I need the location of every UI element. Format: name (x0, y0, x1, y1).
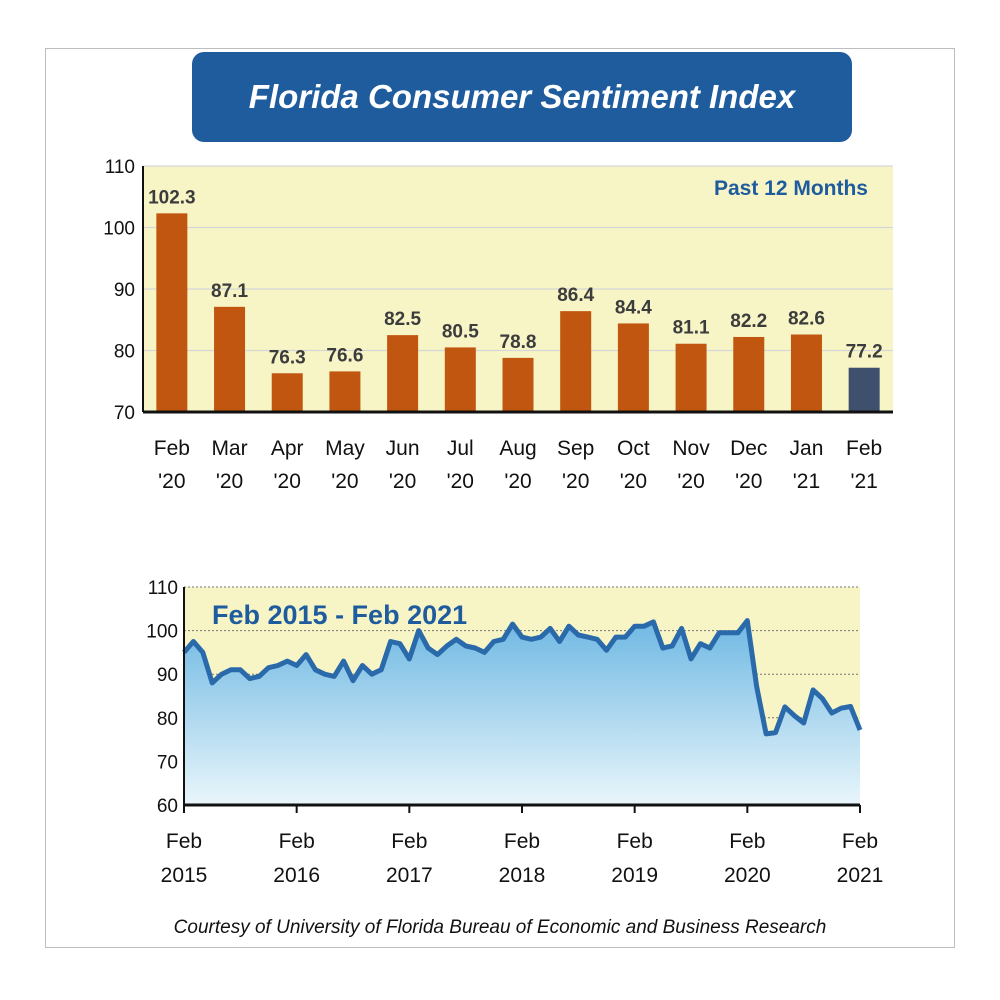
x-tick-label: '20 (735, 470, 762, 493)
x-tick-label: 2018 (499, 864, 546, 887)
bar (444, 347, 476, 412)
bar (387, 335, 419, 412)
data-label: 82.2 (730, 311, 767, 332)
data-label: 82.6 (788, 309, 825, 330)
x-tick-label: '20 (504, 470, 531, 493)
bar (502, 357, 534, 412)
y-tick-label: 60 (157, 796, 178, 817)
bar-chart: 70 80 90 100 110 Past 12 Months 102.3 Feb '20 87.… (103, 157, 893, 493)
x-tick-label: Feb (391, 830, 427, 853)
area-chart-subtitle: Feb 2015 - Feb 2021 (212, 600, 467, 630)
bar (214, 306, 246, 412)
x-tick-label: Aug (499, 437, 536, 460)
bar (329, 371, 361, 412)
series-line (182, 618, 863, 737)
x-tick-label: Jun (386, 437, 420, 460)
x-tick-label: 2017 (386, 864, 433, 887)
x-tick-label: Jul (447, 437, 474, 460)
x-tick-label: Feb (617, 830, 653, 853)
x-tick-label: Sep (557, 437, 594, 460)
y-tick-label: 70 (114, 403, 135, 424)
data-label: 76.6 (326, 345, 363, 366)
y-tick-label: 70 (157, 752, 178, 773)
bar (156, 213, 188, 412)
bar (560, 311, 592, 412)
y-tick-label: 80 (114, 342, 135, 363)
y-tick-label: 100 (146, 622, 178, 643)
bar (848, 367, 880, 412)
x-tick-label: Feb (729, 830, 765, 853)
x-tick-label: Dec (730, 437, 767, 460)
data-label: 80.5 (442, 321, 479, 342)
bar (617, 323, 649, 412)
y-tick-label: 80 (157, 709, 178, 730)
x-tick-label: May (325, 437, 365, 460)
x-tick-label: Apr (271, 437, 304, 460)
data-label: 82.5 (384, 309, 421, 330)
x-tick-label: '20 (620, 470, 647, 493)
x-tick-label: Feb (504, 830, 540, 853)
area-fill (184, 620, 860, 805)
x-tick-label: '20 (562, 470, 589, 493)
data-label: 81.1 (673, 318, 710, 339)
data-label: 102.3 (148, 187, 196, 208)
data-label: 86.4 (557, 285, 594, 306)
data-label: 87.1 (211, 281, 248, 302)
y-tick-label: 110 (105, 157, 135, 178)
x-tick-label: 2020 (724, 864, 771, 887)
x-tick-label: 2015 (161, 864, 208, 887)
x-tick-label: Feb (279, 830, 315, 853)
x-tick-label: Feb (842, 830, 878, 853)
x-tick-label: '21 (850, 470, 877, 493)
bar (271, 373, 303, 412)
data-label: 84.4 (615, 297, 652, 318)
x-tick-label: Mar (211, 437, 247, 460)
x-tick-label: Feb (166, 830, 202, 853)
chart-title: Florida Consumer Sentiment Index (248, 78, 796, 115)
y-tick-label: 90 (157, 665, 178, 686)
x-tick-label: '20 (447, 470, 474, 493)
bar (675, 343, 707, 412)
x-tick-label: 2016 (273, 864, 320, 887)
y-tick-label: 90 (114, 280, 135, 301)
y-tick-label: 110 (148, 578, 178, 599)
x-tick-label: 2019 (611, 864, 658, 887)
x-tick-label: Feb (846, 437, 882, 460)
x-tick-label: '20 (331, 470, 358, 493)
bar (733, 336, 765, 412)
x-tick-label: Feb (154, 437, 190, 460)
x-tick-label: Jan (790, 437, 824, 460)
x-tick-label: '21 (793, 470, 820, 493)
x-tick-label: '20 (677, 470, 704, 493)
data-label: 77.2 (846, 342, 883, 363)
data-label: 76.3 (269, 347, 306, 368)
x-tick-label: '20 (158, 470, 185, 493)
bar-chart-subtitle: Past 12 Months (714, 177, 868, 200)
title-banner: Florida Consumer Sentiment Index (192, 52, 852, 142)
x-tick-label: '20 (274, 470, 301, 493)
source-credit: Courtesy of University of Florida Bureau… (173, 917, 827, 938)
x-tick-label: Nov (672, 437, 710, 460)
data-label: 78.8 (500, 332, 537, 353)
x-tick-label: 2021 (837, 864, 884, 887)
y-tick-label: 100 (103, 219, 135, 240)
x-tick-label: '20 (389, 470, 416, 493)
x-tick-label: Oct (617, 437, 650, 460)
x-tick-label: '20 (216, 470, 243, 493)
bar (790, 334, 822, 412)
